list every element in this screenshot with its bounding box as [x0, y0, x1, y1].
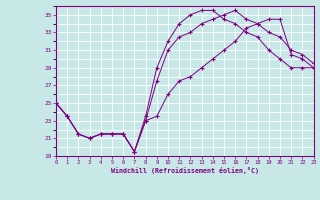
X-axis label: Windchill (Refroidissement éolien,°C): Windchill (Refroidissement éolien,°C) [111, 167, 259, 174]
